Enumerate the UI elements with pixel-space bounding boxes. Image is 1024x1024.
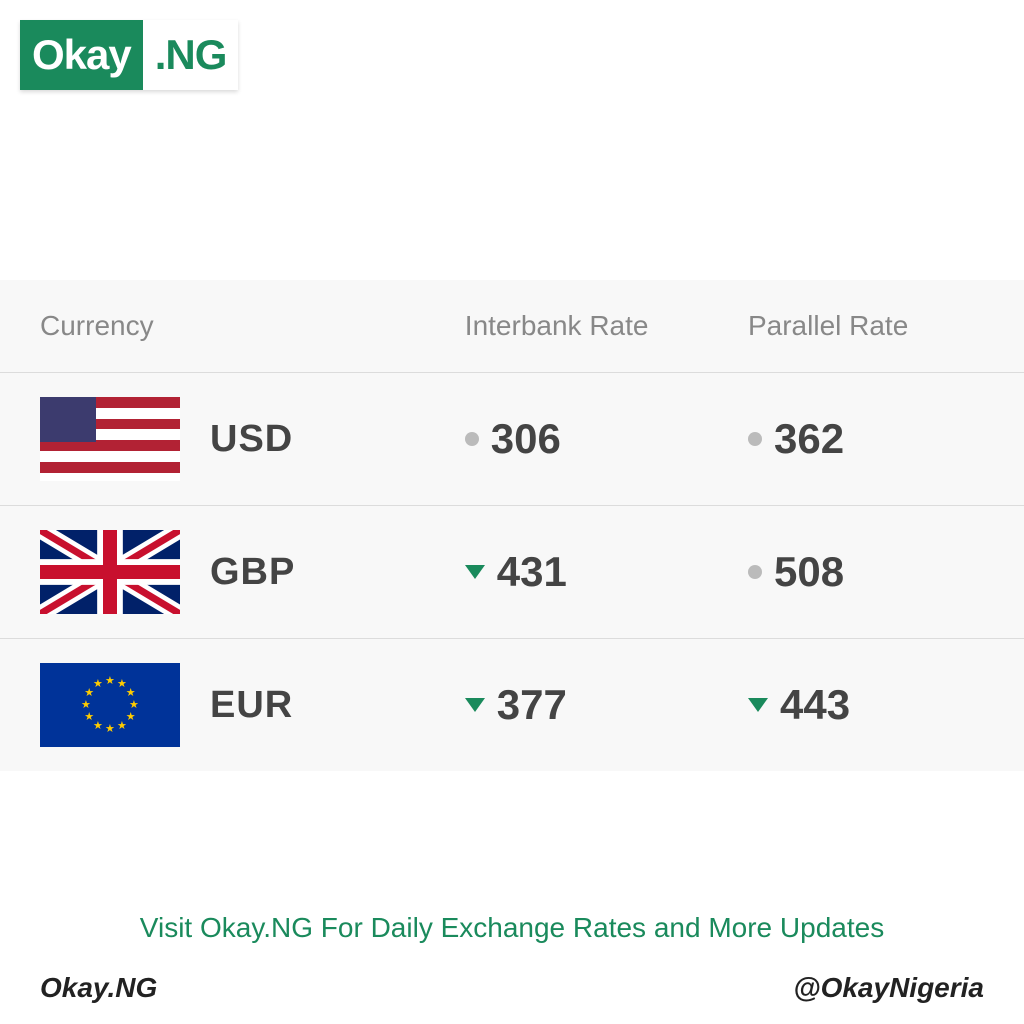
- table-row: USD 306 362: [0, 373, 1024, 506]
- table-row: GBP 431 508: [0, 506, 1024, 639]
- logo-right-text: .NG: [143, 20, 239, 90]
- footer-handle: @OkayNigeria: [793, 972, 984, 1004]
- unchanged-indicator-icon: [465, 432, 479, 446]
- rate-value: 443: [780, 681, 850, 729]
- parallel-rate: 508: [748, 548, 984, 596]
- rate-value: 306: [491, 415, 561, 463]
- down-indicator-icon: [465, 698, 485, 712]
- unchanged-indicator-icon: [748, 565, 762, 579]
- site-logo: Okay .NG: [20, 20, 238, 90]
- interbank-rate: 431: [465, 548, 748, 596]
- currency-cell: USD: [40, 397, 465, 481]
- currency-code: GBP: [210, 551, 295, 594]
- rate-value: 362: [774, 415, 844, 463]
- currency-code: USD: [210, 418, 293, 461]
- promo-message: Visit Okay.NG For Daily Exchange Rates a…: [0, 912, 1024, 944]
- down-indicator-icon: [748, 698, 768, 712]
- eu-flag-icon: ★★★★★★★★★★★★: [40, 663, 180, 747]
- header-interbank: Interbank Rate: [465, 310, 748, 342]
- currency-cell: GBP: [40, 530, 465, 614]
- interbank-rate: 377: [465, 681, 748, 729]
- table-row: ★★★★★★★★★★★★ EUR 377 443: [0, 639, 1024, 771]
- rate-value: 377: [497, 681, 567, 729]
- rate-value: 508: [774, 548, 844, 596]
- currency-code: EUR: [210, 684, 293, 727]
- down-indicator-icon: [465, 565, 485, 579]
- uk-flag-icon: [40, 530, 180, 614]
- logo-left-text: Okay: [20, 20, 143, 90]
- table-header: Currency Interbank Rate Parallel Rate: [0, 280, 1024, 373]
- parallel-rate: 443: [748, 681, 984, 729]
- header-currency: Currency: [40, 310, 465, 342]
- exchange-rate-table: Currency Interbank Rate Parallel Rate US…: [0, 280, 1024, 771]
- interbank-rate: 306: [465, 415, 748, 463]
- parallel-rate: 362: [748, 415, 984, 463]
- unchanged-indicator-icon: [748, 432, 762, 446]
- us-flag-icon: [40, 397, 180, 481]
- footer-site-name: Okay.NG: [40, 972, 157, 1004]
- currency-cell: ★★★★★★★★★★★★ EUR: [40, 663, 465, 747]
- rate-value: 431: [497, 548, 567, 596]
- header-parallel: Parallel Rate: [748, 310, 984, 342]
